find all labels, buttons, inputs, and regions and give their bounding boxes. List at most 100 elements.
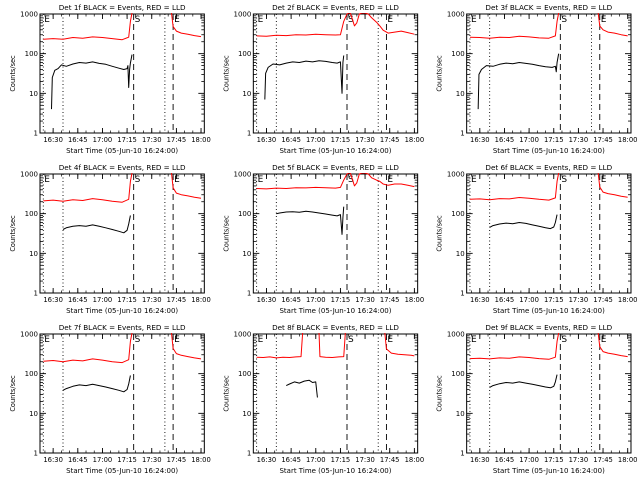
x-tick-label: 18:00	[405, 136, 425, 144]
x-tick-label: 17:30	[142, 456, 162, 464]
x-tick-label: 17:00	[93, 136, 113, 144]
x-tick-label: 17:30	[569, 456, 589, 464]
y-tick-label: 1000	[447, 171, 465, 179]
plot-frame	[252, 173, 419, 294]
events-series-line	[276, 206, 345, 235]
detector-chart-6: Det 6f BLACK = Events, RED = LLD 1 10 100 10…	[436, 163, 638, 315]
y-axis-label: Counts/sec	[222, 375, 230, 412]
lld-series-line	[171, 13, 202, 38]
x-axis-label: Start Time (05-Jun-10 16:24:00)	[493, 147, 605, 155]
y-tick-label: 100	[451, 50, 464, 58]
x-tick-label: 17:15	[544, 296, 564, 304]
chart-title: Det 7f BLACK = Events, RED = LLD	[59, 323, 186, 332]
x-axis-label: Start Time (05-Jun-10 16:24:00)	[493, 467, 605, 475]
plot-frame	[39, 333, 205, 454]
x-tick-label: 17:30	[355, 136, 375, 144]
x-tick-label: 17:45	[167, 296, 187, 304]
y-tick-label: 10	[242, 250, 251, 258]
y-tick-label: 100	[451, 210, 464, 218]
plot-frame	[39, 13, 205, 134]
marker-label: E	[258, 175, 264, 185]
chart-title: Det 9f BLACK = Events, RED = LLD	[485, 323, 612, 332]
y-axis-label: Counts/sec	[436, 55, 444, 92]
plot-frame	[252, 333, 419, 454]
lld-series-line	[318, 333, 346, 358]
y-tick-label: 1	[460, 290, 464, 298]
x-tick-label: 18:00	[191, 136, 211, 144]
x-tick-label: 17:00	[306, 456, 326, 464]
marker-label: S	[135, 175, 141, 185]
y-tick-label: 1	[247, 450, 251, 458]
y-tick-label: 100	[451, 370, 464, 378]
marker-label: S	[348, 335, 354, 345]
x-axis-label: Start Time (05-Jun-10 16:24:00)	[66, 307, 178, 315]
x-tick-label: 16:30	[257, 136, 277, 144]
events-series-line	[264, 55, 345, 100]
y-tick-label: 1000	[234, 171, 252, 179]
y-tick-label: 1	[34, 450, 38, 458]
y-tick-label: 1000	[447, 11, 465, 19]
events-series-line	[477, 53, 560, 110]
chart-title: Det 8f BLACK = Events, RED = LLD	[272, 323, 399, 332]
plot-frame	[466, 333, 632, 454]
y-axis-label: Counts/sec	[222, 55, 230, 92]
chart-title: Det 4f BLACK = Events, RED = LLD	[59, 163, 186, 172]
lld-series-line	[256, 173, 415, 190]
y-tick-label: 10	[29, 410, 38, 418]
lld-series-line	[597, 333, 628, 358]
marker-label: E	[471, 175, 477, 185]
x-tick-label: 18:00	[191, 456, 211, 464]
detector-chart-9: Det 9f BLACK = Events, RED = LLD 1 10 100 10…	[436, 323, 638, 475]
marker-label: S	[135, 15, 141, 25]
chart-title: Det 2f BLACK = Events, RED = LLD	[272, 3, 399, 12]
x-axis-label: Start Time (05-Jun-10 16:24:00)	[279, 467, 391, 475]
y-tick-label: 10	[456, 90, 465, 98]
marker-label: E	[258, 335, 264, 345]
y-tick-label: 1000	[20, 171, 38, 179]
events-series-line	[286, 379, 318, 398]
marker-label: E	[601, 175, 607, 185]
x-tick-label: 17:45	[593, 456, 613, 464]
x-axis-label: Start Time (05-Jun-10 16:24:00)	[66, 467, 178, 475]
events-series-line	[51, 54, 133, 110]
x-tick-label: 17:00	[306, 136, 326, 144]
x-tick-label: 17:15	[117, 136, 137, 144]
marker-label: S	[561, 15, 567, 25]
x-tick-label: 16:45	[68, 136, 88, 144]
marker-label: S	[561, 335, 567, 345]
x-axis-label: Start Time (05-Jun-10 16:24:00)	[279, 307, 391, 315]
lld-series-line	[171, 333, 202, 360]
y-tick-label: 1000	[20, 11, 38, 19]
x-tick-label: 17:45	[167, 456, 187, 464]
x-tick-label: 17:15	[544, 456, 564, 464]
x-tick-label: 18:00	[618, 136, 638, 144]
lld-series-line	[597, 13, 628, 37]
marker-label: S	[348, 175, 354, 185]
y-axis-label: Counts/sec	[436, 375, 444, 412]
plot-frame	[39, 173, 205, 294]
plot-frame	[466, 173, 632, 294]
marker-label: E	[387, 335, 393, 345]
x-tick-label: 17:00	[93, 456, 113, 464]
chart-title: Det 6f BLACK = Events, RED = LLD	[485, 163, 612, 172]
x-tick-label: 16:30	[43, 296, 63, 304]
x-tick-label: 17:15	[331, 136, 351, 144]
marker-label: E	[601, 15, 607, 25]
events-series-line	[62, 375, 131, 393]
y-tick-label: 1000	[20, 331, 38, 339]
y-tick-label: 1000	[234, 331, 252, 339]
detector-chart-7: Det 7f BLACK = Events, RED = LLD 1 10 100 10…	[9, 323, 211, 475]
chart-title: Det 5f BLACK = Events, RED = LLD	[272, 163, 399, 172]
x-tick-label: 17:45	[167, 136, 187, 144]
marker-label: E	[44, 15, 50, 25]
x-tick-label: 17:45	[380, 136, 400, 144]
detector-chart-5: Det 5f BLACK = Events, RED = LLD 1 10 100 10…	[222, 163, 424, 315]
x-tick-label: 16:45	[495, 136, 515, 144]
marker-label: E	[174, 15, 180, 25]
detector-chart-3: Det 3f BLACK = Events, RED = LLD 1 10 100 10…	[436, 3, 638, 155]
x-tick-label: 17:15	[117, 456, 137, 464]
y-axis-label: Counts/sec	[436, 215, 444, 252]
detector-chart-2: Det 2f BLACK = Events, RED = LLD 1 10 100 10…	[222, 3, 424, 155]
x-tick-label: 16:45	[281, 296, 301, 304]
x-tick-label: 17:45	[593, 296, 613, 304]
